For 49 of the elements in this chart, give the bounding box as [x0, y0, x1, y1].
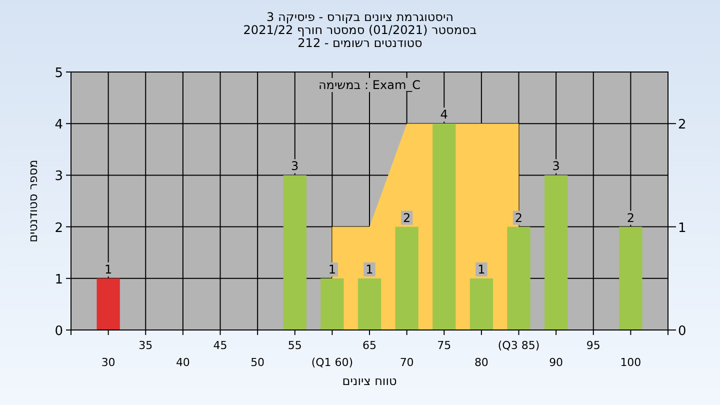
y-tick-label: 5 [54, 66, 63, 81]
x-tick-label: 35 [138, 339, 153, 352]
x-tick-label: 40 [176, 356, 190, 369]
y-tick-label: 2 [54, 220, 63, 236]
x-axis-title: טווח ציונים [342, 374, 397, 388]
bar [358, 278, 382, 330]
y-tick-label: 1 [54, 272, 63, 288]
bar [395, 226, 418, 330]
x-tick-label: 80 [474, 356, 488, 369]
data-label: 1 [104, 262, 112, 276]
data-label: 2 [626, 210, 635, 225]
data-label: 1 [478, 262, 486, 276]
x-tick-label: 65 [362, 339, 376, 352]
x-tick-label: (Q3 85) [498, 339, 540, 352]
x-tick-label: 95 [586, 339, 600, 352]
x-tick-label: 90 [549, 356, 564, 369]
bar [96, 278, 120, 330]
bar [320, 278, 344, 330]
x-tick-label: 30 [101, 356, 116, 369]
chart-title: היסטוגרמת ציונים בקורס - פיסיקה 3 [266, 10, 454, 24]
y2-tick-label: 1 [678, 220, 686, 236]
x-tick-label: 55 [288, 339, 302, 352]
x-tick-label: 75 [437, 339, 452, 352]
data-label: 2 [514, 210, 523, 225]
y-tick-label: 0 [54, 324, 63, 339]
data-label: 4 [440, 108, 448, 122]
bar [544, 175, 568, 330]
bar [470, 278, 494, 330]
bar [507, 226, 530, 330]
data-label: 2 [402, 210, 411, 225]
x-tick-label: 45 [213, 339, 228, 352]
bar [283, 175, 306, 330]
data-label: 1 [366, 262, 374, 276]
x-tick-label: 100 [620, 356, 642, 369]
annotation: במשימה : Exam_C [318, 78, 421, 92]
y-axis-title: מספר סטודנטים [26, 160, 40, 242]
x-tick-label: 50 [250, 356, 265, 369]
data-label: 3 [552, 159, 560, 174]
x-tick-label: (Q1 60) [311, 356, 354, 369]
y-tick-label: 3 [54, 169, 63, 184]
data-label: 1 [328, 262, 336, 276]
y2-tick-label: 2 [678, 118, 686, 133]
y2-tick-label: 0 [678, 324, 686, 339]
bar [619, 226, 642, 330]
x-tick-label: 70 [400, 356, 414, 369]
chart-subtitle: בסמסטר (01/2021) סמסטר חורף 2021/22 סטודנטים רשומים - 212 [243, 23, 477, 50]
data-label: 3 [291, 159, 299, 174]
bar [432, 124, 456, 330]
y-tick-label: 4 [54, 118, 63, 133]
